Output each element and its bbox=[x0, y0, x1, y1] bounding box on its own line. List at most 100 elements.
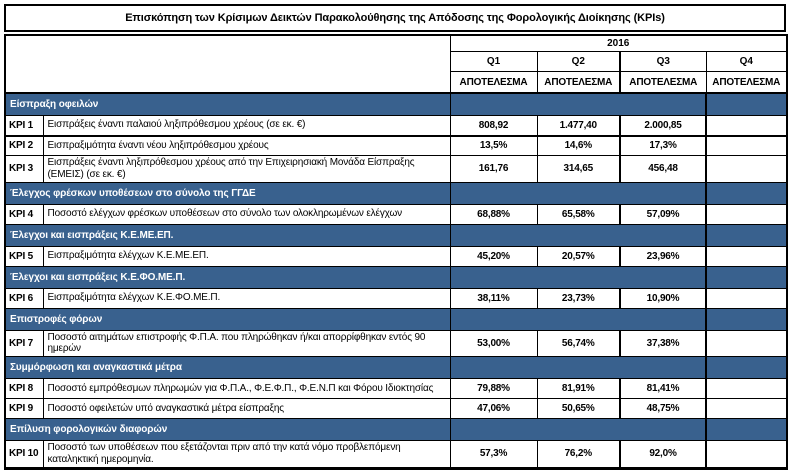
result-label-q4: ΑΠΟΤΕΛΕΣΜΑ bbox=[705, 71, 788, 94]
kpi-row: KPI 6 Εισπραξιμότητα ελέγχων Κ.Ε.ΦΟ.ΜΕ.Π… bbox=[4, 287, 788, 309]
kpi-description: Ποσοστό εμπρόθεσμων πληρωμών για Φ.Π.Α.,… bbox=[42, 378, 451, 400]
kpi-value-q3: 37,38% bbox=[619, 329, 707, 358]
kpi-value-q4 bbox=[705, 155, 788, 183]
section-spacer-q1q3 bbox=[449, 307, 707, 331]
kpi-id: KPI 7 bbox=[4, 329, 44, 358]
kpi-value-q2: 20,57% bbox=[536, 245, 621, 267]
kpi-row: KPI 2 Εισπραξιμότητα έναντι νέου ληξιπρό… bbox=[4, 135, 788, 156]
kpi-value-q2: 50,65% bbox=[536, 398, 621, 420]
section-header-row: Έλεγχοι και εισπράξεις Κ.Ε.ΜΕ.ΕΠ. bbox=[4, 223, 788, 247]
kpi-value-q2: 23,73% bbox=[536, 287, 621, 309]
kpi-value-q4 bbox=[705, 440, 788, 469]
kpi-value-q1: 79,88% bbox=[449, 378, 538, 400]
kpi-id: KPI 10 bbox=[4, 440, 44, 469]
kpi-row: KPI 3 Εισπράξεις έναντι ληξιπρόθεσμου χρ… bbox=[4, 155, 788, 183]
result-label-q3: ΑΠΟΤΕΛΕΣΜΑ bbox=[619, 71, 707, 94]
section-title: Έλεγχος φρέσκων υποθέσεων στο σύνολο της… bbox=[4, 181, 451, 205]
kpi-value-q1: 38,11% bbox=[449, 287, 538, 309]
report-page: Επισκόπηση των Κρίσιμων Δεικτών Παρακολο… bbox=[4, 4, 788, 470]
kpi-value-q3: 92,0% bbox=[619, 440, 707, 469]
kpi-value-q3: 2.000,85 bbox=[619, 115, 707, 137]
kpi-value-q2: 76,2% bbox=[536, 440, 621, 469]
result-label-q2: ΑΠΟΤΕΛΕΣΜΑ bbox=[536, 71, 621, 94]
section-spacer-q1q3 bbox=[449, 223, 707, 247]
kpi-table: 2016 Q1 Q2 Q3 Q4 ΑΠΟΤΕΛΕΣΜΑ ΑΠΟΤΕΛΕΣΜΑ Α… bbox=[4, 34, 788, 470]
kpi-description: Εισπραξιμότητα ελέγχων Κ.Ε.ΜΕ.ΕΠ. bbox=[42, 245, 451, 267]
kpi-row: KPI 10 Ποσοστό των υποθέσεων που εξετάζο… bbox=[4, 440, 788, 469]
kpi-value-q3: 10,90% bbox=[619, 287, 707, 309]
kpi-description: Ποσοστό ελέγχων φρέσκων υποθέσεων στο σύ… bbox=[42, 203, 451, 225]
quarter-q2-label: Q2 bbox=[536, 51, 621, 72]
kpi-value-q3: 57,09% bbox=[619, 203, 707, 225]
year-header-row: 2016 bbox=[4, 34, 788, 94]
kpi-value-q1: 47,06% bbox=[449, 398, 538, 420]
section-header-row: Έλεγχος φρέσκων υποθέσεων στο σύνολο της… bbox=[4, 181, 788, 205]
section-header-row: Έλεγχοι και εισπράξεις Κ.Ε.ΦΟ.ΜΕ.Π. bbox=[4, 265, 788, 289]
kpi-value-q3: 456,48 bbox=[619, 155, 707, 183]
kpi-value-q4 bbox=[705, 329, 788, 358]
section-spacer-q1q3 bbox=[449, 418, 707, 442]
kpi-id: KPI 2 bbox=[4, 135, 44, 156]
kpi-description: Ποσοστό αιτημάτων επιστροφής Φ.Π.Α. που … bbox=[42, 329, 451, 358]
kpi-value-q4 bbox=[705, 115, 788, 137]
kpi-value-q4 bbox=[705, 287, 788, 309]
result-header-row: ΑΠΟΤΕΛΕΣΜΑ ΑΠΟΤΕΛΕΣΜΑ ΑΠΟΤΕΛΕΣΜΑ ΑΠΟΤΕΛΕ… bbox=[5, 71, 788, 94]
kpi-row: KPI 5 Εισπραξιμότητα ελέγχων Κ.Ε.ΜΕ.ΕΠ. … bbox=[4, 245, 788, 267]
kpi-value-q1: 13,5% bbox=[449, 135, 538, 156]
kpi-value-q2: 1.477,40 bbox=[536, 115, 621, 137]
kpi-row: KPI 9 Ποσοστό οφειλετών υπό αναγκαστικά … bbox=[4, 398, 788, 420]
kpi-value-q2: 56,74% bbox=[536, 329, 621, 358]
section-header-row: Είσπραξη οφειλών bbox=[4, 92, 788, 116]
section-spacer-q4 bbox=[705, 356, 788, 380]
kpi-id: KPI 8 bbox=[4, 378, 44, 400]
section-title: Έλεγχοι και εισπράξεις Κ.Ε.ΦΟ.ΜΕ.Π. bbox=[4, 265, 451, 289]
kpi-value-q2: 65,58% bbox=[536, 203, 621, 225]
kpi-value-q3: 48,75% bbox=[619, 398, 707, 420]
kpi-id: KPI 1 bbox=[4, 115, 44, 137]
kpi-row: KPI 7 Ποσοστό αιτημάτων επιστροφής Φ.Π.Α… bbox=[4, 329, 788, 358]
section-title: Έλεγχοι και εισπράξεις Κ.Ε.ΜΕ.ΕΠ. bbox=[4, 223, 451, 247]
kpi-row: KPI 4 Ποσοστό ελέγχων φρέσκων υποθέσεων … bbox=[4, 203, 788, 225]
section-spacer-q1q3 bbox=[449, 265, 707, 289]
section-header-row: Επίλυση φορολογικών διαφορών bbox=[4, 418, 788, 442]
section-spacer-q1q3 bbox=[449, 92, 707, 116]
kpi-description: Ποσοστό οφειλετών υπό αναγκαστικά μέτρα … bbox=[42, 398, 451, 420]
section-spacer-q4 bbox=[705, 181, 788, 205]
kpi-id: KPI 6 bbox=[4, 287, 44, 309]
kpi-value-q4 bbox=[705, 245, 788, 267]
kpi-value-q4 bbox=[705, 398, 788, 420]
kpi-id: KPI 3 bbox=[4, 155, 44, 183]
result-label-q1: ΑΠΟΤΕΛΕΣΜΑ bbox=[449, 71, 538, 94]
section-spacer-q4 bbox=[705, 307, 788, 331]
kpi-description: Εισπραξιμότητα έναντι νέου ληξιπρόθεσμου… bbox=[42, 135, 451, 156]
kpi-id: KPI 9 bbox=[4, 398, 44, 420]
quarter-header-row: Q1 Q2 Q3 Q4 bbox=[5, 51, 788, 72]
section-title: Είσπραξη οφειλών bbox=[4, 92, 451, 116]
kpi-value-q1: 53,00% bbox=[449, 329, 538, 358]
section-title: Επιστροφές φόρων bbox=[4, 307, 451, 331]
kpi-description: Ποσοστό των υποθέσεων που εξετάζονται πρ… bbox=[42, 440, 451, 469]
section-spacer-q4 bbox=[705, 92, 788, 116]
kpi-value-q2: 81,91% bbox=[536, 378, 621, 400]
kpi-description: Εισπράξεις έναντι παλαιού ληξιπρόθεσμου … bbox=[42, 115, 451, 137]
kpi-value-q1: 57,3% bbox=[449, 440, 538, 469]
kpi-id: KPI 5 bbox=[4, 245, 44, 267]
kpi-value-q3: 81,41% bbox=[619, 378, 707, 400]
quarter-q4-label: Q4 bbox=[705, 51, 788, 72]
section-spacer-q1q3 bbox=[449, 356, 707, 380]
kpi-value-q3: 17,3% bbox=[619, 135, 707, 156]
kpi-value-q4 bbox=[705, 378, 788, 400]
section-spacer-q4 bbox=[705, 223, 788, 247]
kpi-row: KPI 8 Ποσοστό εμπρόθεσμων πληρωμών για Φ… bbox=[4, 378, 788, 400]
kpi-value-q4 bbox=[705, 135, 788, 156]
section-title: Συμμόρφωση και αναγκαστικά μέτρα bbox=[4, 356, 451, 380]
kpi-value-q3: 23,96% bbox=[619, 245, 707, 267]
kpi-row: KPI 1 Εισπράξεις έναντι παλαιού ληξιπρόθ… bbox=[4, 115, 788, 137]
section-spacer-q1q3 bbox=[449, 181, 707, 205]
quarter-q1-label: Q1 bbox=[449, 51, 538, 72]
section-header-row: Συμμόρφωση και αναγκαστικά μέτρα bbox=[4, 356, 788, 380]
kpi-value-q1: 808,92 bbox=[449, 115, 538, 137]
kpi-value-q2: 314,65 bbox=[536, 155, 621, 183]
section-title: Επίλυση φορολογικών διαφορών bbox=[4, 418, 451, 442]
year-label: 2016 bbox=[449, 34, 788, 52]
